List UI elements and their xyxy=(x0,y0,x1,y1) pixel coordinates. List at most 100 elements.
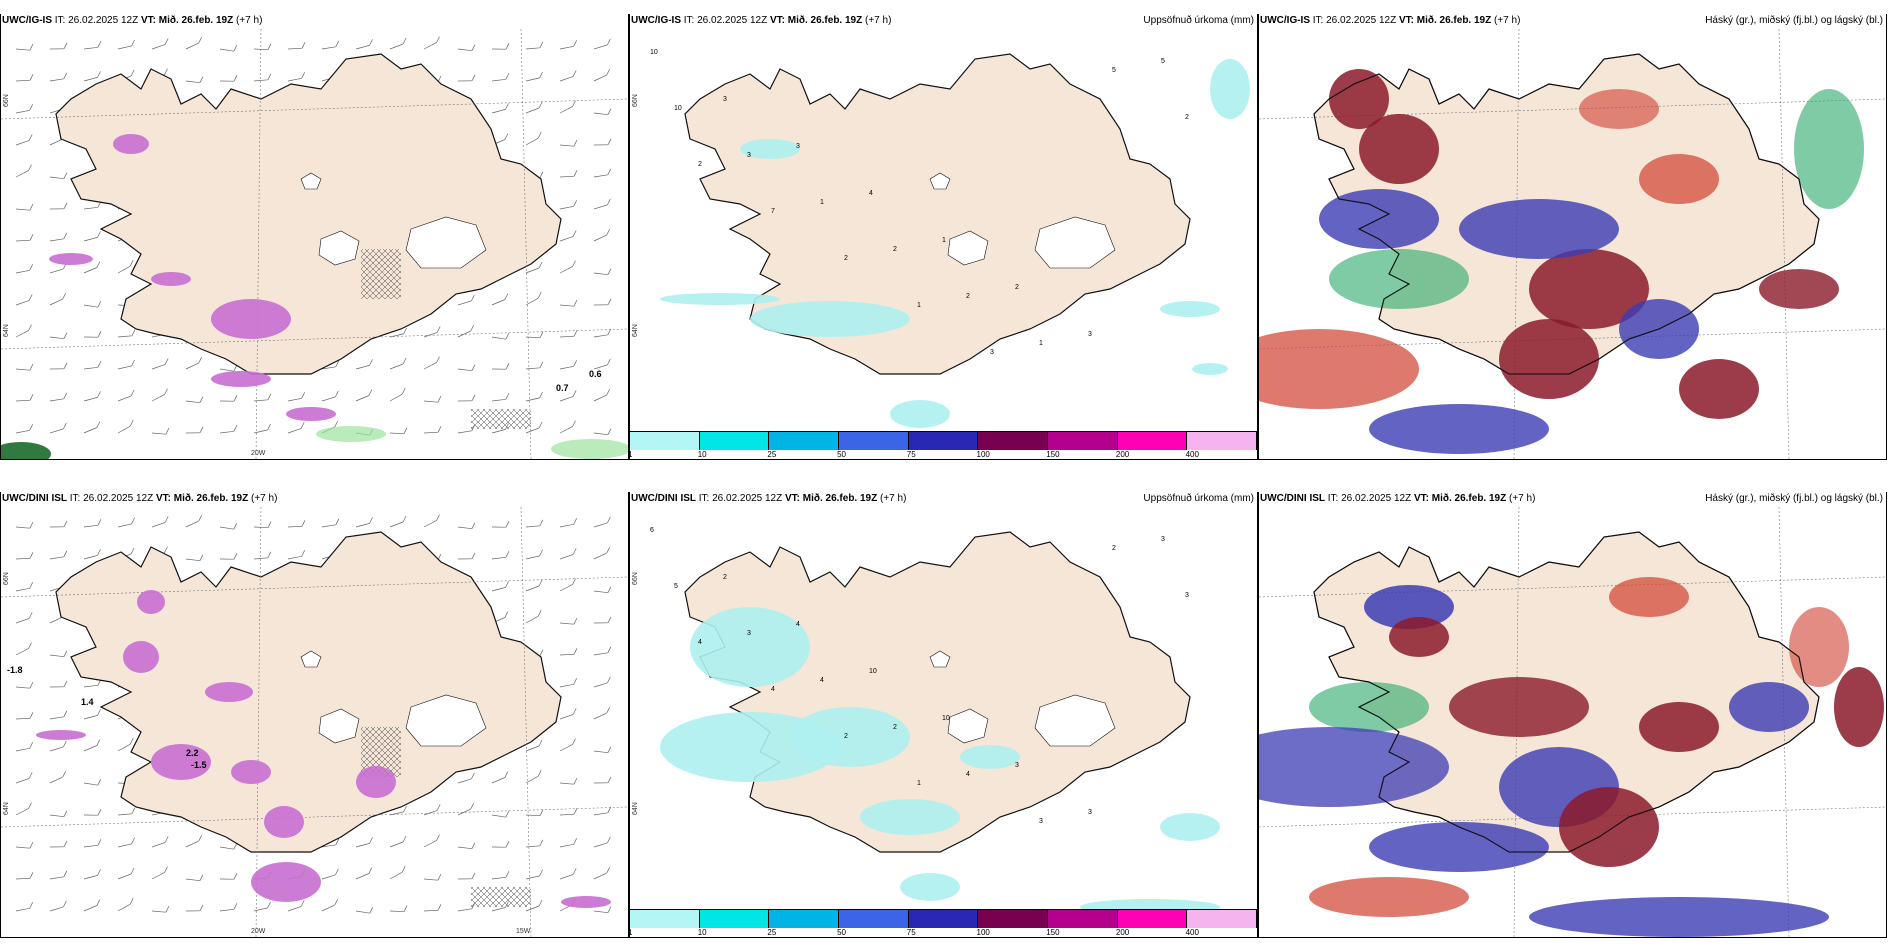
wind-barb xyxy=(505,521,510,528)
wind-barb xyxy=(29,394,34,401)
wind-barb xyxy=(15,208,30,211)
wind-barb xyxy=(525,47,540,50)
wind-barb xyxy=(198,514,203,522)
precip-value-label: 1 xyxy=(820,199,824,206)
legend-swatch xyxy=(630,910,700,928)
valid-time: Mið. 26.feb. 19Z xyxy=(158,15,234,26)
wind-barb xyxy=(436,514,440,521)
precip-area xyxy=(790,707,910,767)
precip-value-label: 4 xyxy=(869,190,873,197)
legend-tick: 25 xyxy=(767,928,777,937)
temperature-label: 1.4 xyxy=(81,697,94,707)
wind-barb xyxy=(83,304,98,308)
wind-barb xyxy=(593,522,608,528)
wind-barb xyxy=(97,301,102,308)
wind-barb xyxy=(83,427,98,434)
wind-barb xyxy=(573,808,578,815)
wind-barb xyxy=(525,875,540,880)
wind-barb xyxy=(28,164,32,171)
cloud-area xyxy=(1794,89,1864,209)
wind-barb xyxy=(15,170,29,178)
wind-barb xyxy=(253,907,268,912)
valid-time-label: VT: xyxy=(1413,493,1429,504)
wind-barb xyxy=(131,329,136,336)
cloud-area xyxy=(1789,607,1849,687)
iceland-landmass xyxy=(55,53,562,375)
wind-barb xyxy=(525,427,540,434)
wind-barb xyxy=(491,299,506,306)
wind-barb xyxy=(335,390,339,398)
precip-value-label: 3 xyxy=(1088,809,1092,816)
lead-time: (+7 h) xyxy=(251,493,278,504)
temperature-label: 0.6 xyxy=(589,369,602,379)
wind-barb xyxy=(83,366,98,370)
wind-barb xyxy=(49,716,64,720)
wind-barb xyxy=(505,871,510,878)
wind-barb xyxy=(471,552,476,559)
wind-barb xyxy=(559,45,574,50)
model-name: UWC/IG-IS xyxy=(631,15,681,26)
precip-value-label: 2 xyxy=(1015,284,1019,291)
wind-barb xyxy=(165,428,170,435)
wind-barb xyxy=(164,546,168,553)
glacier xyxy=(947,230,989,266)
wind-barb xyxy=(525,397,540,402)
precip-blob xyxy=(151,744,211,780)
wind-barb xyxy=(423,42,437,50)
wind-barb xyxy=(63,520,68,527)
wind-barb xyxy=(471,872,476,879)
wind-barb xyxy=(389,521,404,528)
wind-barb xyxy=(607,646,612,653)
wind-barb xyxy=(537,132,542,139)
wind-barb xyxy=(559,144,574,147)
wind-barb xyxy=(355,365,370,370)
precip-legend: 1 10 25 50 75 100 150 200 400 xyxy=(628,431,1258,459)
precip-area xyxy=(860,799,960,835)
wind-barb xyxy=(369,359,373,366)
wind-barb xyxy=(185,840,199,848)
panel-title: UWC/DINI ISL IT: 26.02.2025 12Z VT: Mið.… xyxy=(630,492,1257,506)
wind-barb xyxy=(233,523,238,530)
glacier xyxy=(1034,216,1116,269)
wind-barb xyxy=(437,904,442,911)
wind-barb xyxy=(537,770,542,777)
precip-value-label: 3 xyxy=(747,630,751,637)
wind-barb xyxy=(539,391,543,399)
wind-barb xyxy=(301,550,306,557)
wind-barb xyxy=(607,108,612,115)
wind-barb xyxy=(389,363,404,370)
wind-barb xyxy=(457,48,472,52)
wind-barb xyxy=(525,77,540,82)
precip-value-label: 2 xyxy=(1112,545,1116,552)
precip-legend: 1 10 25 50 75 100 150 200 400 xyxy=(628,909,1258,937)
wind-barb xyxy=(97,869,101,876)
wind-barb xyxy=(335,838,340,845)
wind-barb xyxy=(457,430,472,434)
wind-barb xyxy=(29,204,34,211)
wind-barb xyxy=(368,867,373,874)
precip-value-label: 3 xyxy=(1015,762,1019,769)
wind-barb xyxy=(83,524,98,528)
wind-barb xyxy=(593,590,608,594)
wind-barb xyxy=(471,74,476,81)
wind-barb xyxy=(607,616,612,623)
map-canvas xyxy=(1259,507,1886,937)
wind-barb xyxy=(233,425,238,432)
precip-value-label: 10 xyxy=(650,49,658,56)
wind-barb xyxy=(96,261,101,268)
wind-barb xyxy=(287,555,302,560)
wind-barb xyxy=(321,874,336,880)
wind-barb xyxy=(83,46,98,50)
wind-barb xyxy=(355,395,370,402)
wind-barb xyxy=(389,841,404,848)
wind-barb xyxy=(129,420,134,427)
wind-barb xyxy=(593,872,607,880)
wind-barb xyxy=(491,109,506,114)
cloud-area xyxy=(1834,667,1884,747)
wind-barb xyxy=(525,297,539,306)
precip-value-label: 1 xyxy=(942,237,946,244)
precip-value-label: 2 xyxy=(893,246,897,253)
legend-swatch xyxy=(630,432,700,450)
model-name: UWC/DINI ISL xyxy=(631,493,696,504)
wind-barb xyxy=(539,361,544,368)
